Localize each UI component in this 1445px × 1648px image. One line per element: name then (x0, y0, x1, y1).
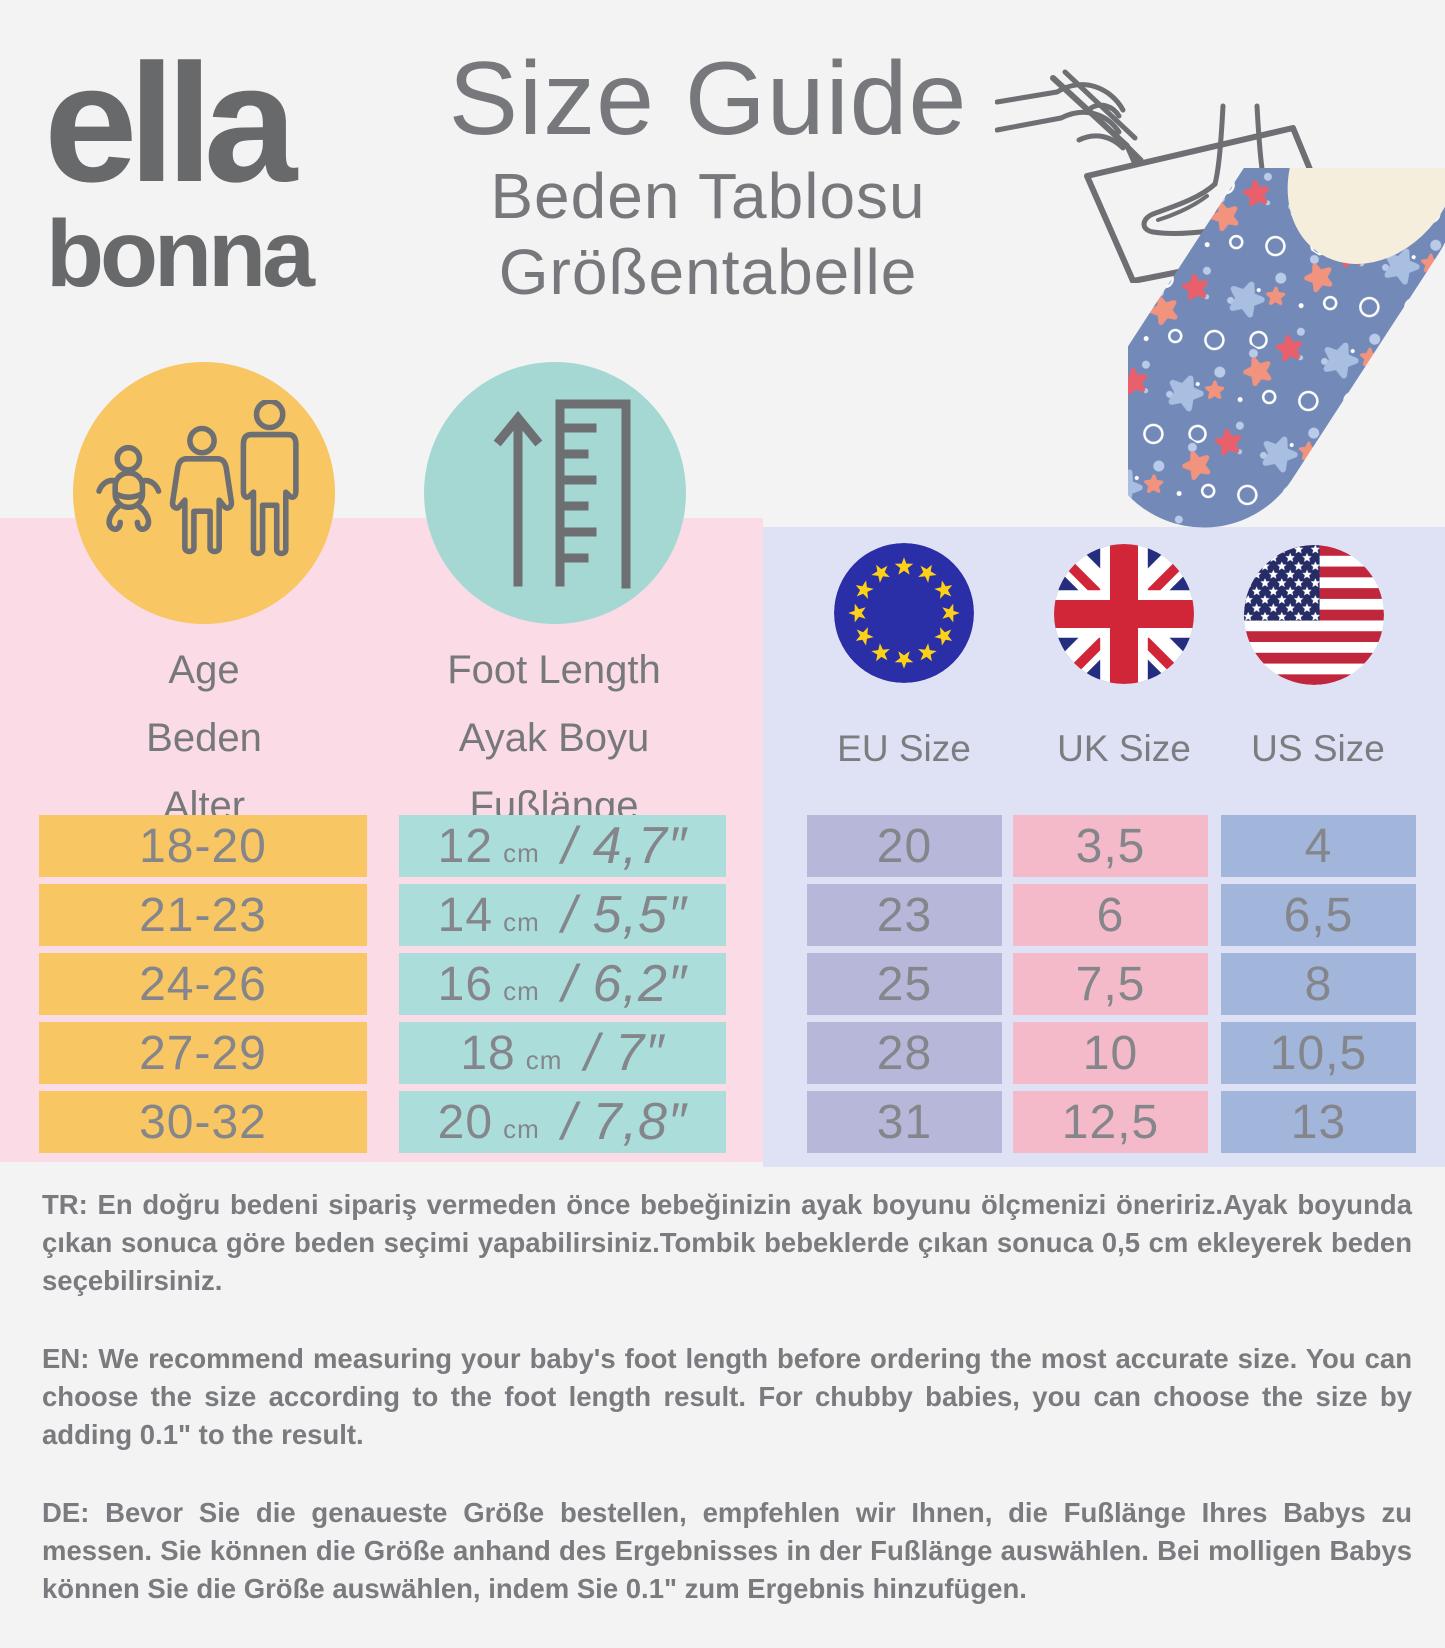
cm-value: 12 (437, 819, 494, 873)
title-tr: Beden Tablosu (490, 160, 926, 232)
eu-size-cell: 20 (807, 815, 1002, 877)
us-flag-icon (1244, 545, 1384, 685)
inch-value: / 5,5″ (561, 886, 688, 944)
cm-value: 18 (460, 1026, 516, 1080)
eu-size-cell: 31 (807, 1091, 1002, 1153)
age-cell: 30-32 (39, 1091, 367, 1153)
uk-size-cell: 10 (1013, 1022, 1208, 1084)
uk-flag-icon (1054, 544, 1194, 684)
cm-unit: cm (503, 975, 540, 1006)
cm-value: 16 (437, 957, 494, 1011)
age-cell: 24-26 (39, 953, 367, 1015)
us-size-cell: 8 (1221, 953, 1416, 1015)
foot-length-cell: 14 cm / 5,5″ (399, 884, 726, 946)
note-en: EN: We recommend measuring your baby's f… (42, 1343, 1412, 1450)
cm-value: 14 (437, 888, 494, 942)
eu-size-cell: 25 (807, 953, 1002, 1015)
uk-size-cell: 7,5 (1013, 953, 1208, 1015)
page-title: Size Guide Beden Tablosu Größentabelle (408, 40, 1008, 310)
brand-logo-line1: ella (44, 29, 297, 217)
age-column-header: Age Beden Alter (44, 636, 364, 840)
title-de: Größentabelle (498, 236, 918, 308)
us-size-cell: 6,5 (1221, 884, 1416, 946)
note-de: DE: Bevor Sie die genaueste Größe bestel… (42, 1497, 1412, 1604)
eu-size-label: EU Size (837, 728, 971, 769)
brand-logo-line2: bonna (46, 201, 315, 307)
foot-length-circle (424, 362, 686, 624)
inch-value: / 4,7″ (561, 817, 688, 875)
foot-length-cell: 16 cm / 6,2″ (399, 953, 726, 1015)
family-icon (96, 400, 299, 557)
baby-shoe-image (1128, 168, 1445, 528)
us-size-cell: 4 (1221, 815, 1416, 877)
foot-length-cell: 12 cm / 4,7″ (399, 815, 726, 877)
brand-logo: ella bonna (44, 29, 315, 307)
us-size-label: US Size (1251, 728, 1385, 769)
foot-length-cell: 18 cm / 7″ (399, 1022, 726, 1084)
measurement-notes: TR: En doğru bedeni sipariş vermeden önc… (42, 1186, 1412, 1648)
age-cell: 21-23 (39, 884, 367, 946)
inch-value: / 6,2″ (561, 955, 688, 1013)
uk-size-label: UK Size (1057, 728, 1191, 769)
eu-flag-icon (834, 543, 974, 683)
age-cell: 27-29 (39, 1022, 367, 1084)
age-header-tr: Beden (146, 716, 262, 760)
inch-value: / 7″ (584, 1024, 665, 1082)
us-size-cell: 13 (1221, 1091, 1416, 1153)
cm-value: 20 (437, 1095, 494, 1149)
uk-size-cell: 3,5 (1013, 815, 1208, 877)
age-cell: 18-20 (39, 815, 367, 877)
cm-unit: cm (503, 1113, 540, 1144)
foot-length-cell: 20 cm / 7,8″ (399, 1091, 726, 1153)
uk-size-cell: 12,5 (1013, 1091, 1208, 1153)
cm-unit: cm (525, 1044, 563, 1075)
age-header-en: Age (168, 648, 240, 692)
cm-unit: cm (503, 837, 540, 868)
title-en: Size Guide (448, 41, 968, 157)
cm-unit: cm (503, 906, 540, 937)
us-size-cell: 10,5 (1221, 1022, 1416, 1084)
ruler-icon (493, 399, 631, 589)
uk-size-cell: 6 (1013, 884, 1208, 946)
foot-header-en: Foot Length (447, 648, 661, 692)
foot-header-tr: Ayak Boyu (458, 716, 650, 760)
note-tr: TR: En doğru bedeni sipariş vermeden önc… (42, 1189, 1412, 1296)
foot-length-column-header: Foot Length Ayak Boyu Fußlänge (394, 636, 714, 840)
eu-size-cell: 23 (807, 884, 1002, 946)
eu-size-cell: 28 (807, 1022, 1002, 1084)
inch-value: / 7,8″ (561, 1093, 688, 1151)
